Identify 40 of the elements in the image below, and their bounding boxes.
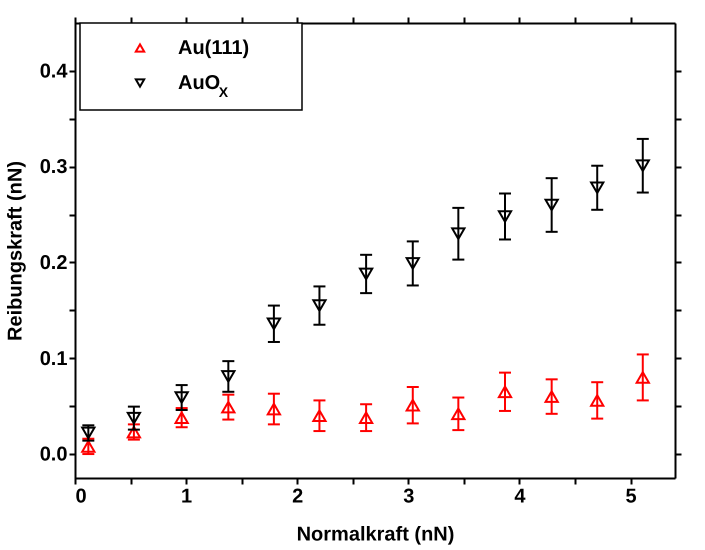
y-tick-label: 0.0 (40, 444, 68, 466)
point (358, 411, 374, 424)
point (81, 440, 96, 453)
x-tick-label: 3 (403, 486, 414, 508)
point (544, 390, 559, 403)
point (544, 198, 559, 212)
x-tick-label: 1 (181, 486, 192, 508)
point (406, 398, 420, 412)
point (636, 371, 650, 384)
point (636, 159, 650, 172)
point (451, 408, 466, 420)
point (590, 394, 604, 407)
point (406, 257, 420, 270)
y-tick-label: 0.3 (40, 156, 68, 178)
point (312, 409, 327, 422)
legend-label: Au(111) (178, 37, 250, 59)
point (81, 426, 96, 440)
point (498, 385, 512, 398)
x-tick-label: 0 (76, 486, 87, 508)
y-axis-title: Reibungskraft (nN) (4, 161, 27, 341)
point (451, 227, 466, 240)
x-tick-label: 2 (292, 486, 304, 508)
x-tick-label: 5 (625, 486, 637, 508)
y-tick-label: 0.1 (40, 348, 68, 370)
point (266, 317, 282, 330)
point (312, 299, 327, 312)
point (358, 268, 374, 280)
point (498, 210, 512, 223)
point (590, 181, 604, 194)
y-tick-label: 0.2 (40, 252, 68, 274)
point (221, 400, 236, 414)
x-axis-title: Normalkraft (nN) (296, 524, 454, 546)
y-tick-label: 0.4 (40, 60, 68, 82)
point (126, 426, 142, 438)
point (266, 402, 282, 416)
point (126, 412, 142, 424)
point (174, 411, 189, 424)
x-tick-label: 4 (514, 486, 526, 508)
point (221, 370, 236, 383)
point (174, 391, 189, 404)
